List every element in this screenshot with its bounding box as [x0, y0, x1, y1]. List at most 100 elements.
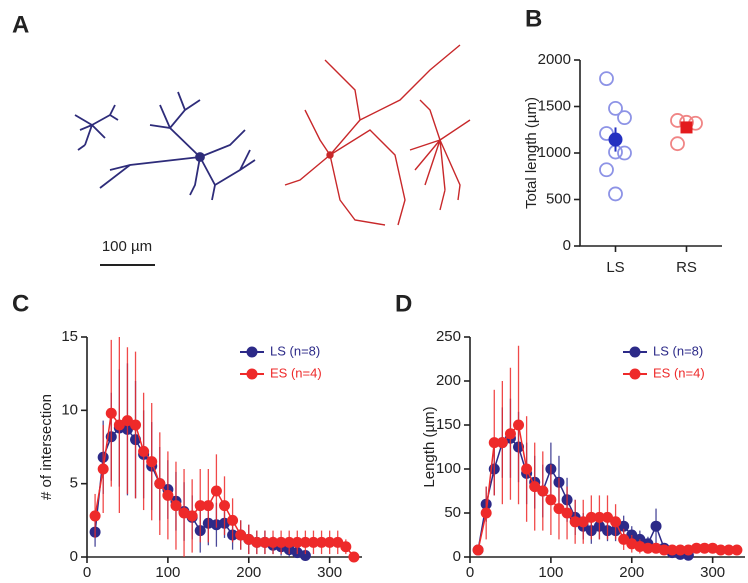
legend-marker	[246, 368, 258, 380]
data-point	[154, 478, 166, 490]
legend-label: LS (n=8)	[653, 343, 703, 358]
panel-letter: D	[395, 290, 412, 317]
legend-marker	[629, 368, 641, 380]
data-point	[472, 544, 484, 556]
panel-letter: A	[12, 11, 29, 38]
data-point	[529, 481, 541, 493]
data-point	[650, 520, 662, 532]
y-tick-label: 50	[444, 504, 461, 521]
x-tick-label: 200	[619, 564, 644, 581]
data-point	[332, 536, 344, 548]
data-point	[267, 536, 279, 548]
data-point	[97, 463, 109, 475]
y-tick-label: 15	[61, 328, 78, 345]
data-point	[690, 542, 702, 554]
y-tick-label: 500	[546, 190, 571, 207]
y-axis-label: # of intersection	[38, 394, 55, 500]
data-point	[227, 514, 239, 526]
data-point	[723, 544, 735, 556]
data-point	[162, 489, 174, 501]
data-point	[316, 536, 328, 548]
y-tick-label: 200	[436, 372, 461, 389]
data-point	[513, 419, 525, 431]
data-point	[202, 500, 214, 512]
data-point	[291, 536, 303, 548]
data-point	[577, 516, 589, 528]
data-point	[219, 500, 230, 512]
x-tick-label: 300	[317, 564, 342, 581]
neuron-red	[284, 44, 471, 226]
legend-label: ES (n=4)	[653, 365, 705, 380]
data-point	[113, 419, 125, 431]
y-tick-label: 10	[61, 401, 78, 418]
data-point	[324, 536, 336, 548]
legend-label: LS (n=8)	[270, 343, 320, 358]
data-point	[658, 544, 670, 556]
y-tick-label: 0	[453, 548, 461, 565]
x-axis-label: Distance to soma (µm)	[149, 581, 300, 583]
data-point	[251, 536, 263, 548]
y-tick-label: 0	[563, 237, 571, 254]
panel-letter: C	[12, 290, 29, 317]
x-tick-label: RS	[676, 259, 697, 276]
x-axis-label: Distance to soma (µm)	[532, 581, 683, 583]
data-point	[670, 136, 685, 152]
x-tick-label: 200	[236, 564, 261, 581]
data-point	[170, 500, 182, 512]
data-point	[235, 529, 247, 541]
y-tick-label: 0	[70, 548, 78, 565]
data-point	[602, 511, 613, 523]
data-point	[593, 511, 605, 523]
mean-marker	[680, 121, 693, 134]
data-point	[699, 542, 711, 554]
y-axis-label: Total length (µm)	[523, 97, 540, 209]
y-tick-label: 5	[70, 475, 78, 492]
x-tick-label: 100	[538, 564, 563, 581]
data-point	[299, 550, 311, 562]
x-tick-label: 0	[83, 564, 91, 581]
data-point	[299, 536, 311, 548]
data-point	[674, 544, 686, 556]
data-point	[283, 536, 295, 548]
data-point	[194, 500, 206, 512]
data-point	[731, 544, 743, 556]
data-point	[307, 536, 319, 548]
data-point	[599, 162, 614, 178]
data-point	[599, 71, 614, 86]
data-point	[618, 520, 630, 532]
data-point	[569, 516, 581, 528]
legend-marker	[629, 346, 641, 358]
data-point	[608, 100, 623, 116]
data-point	[617, 145, 632, 161]
data-point	[521, 463, 533, 475]
data-point	[186, 510, 198, 522]
axis-line	[579, 60, 722, 247]
y-tick-label: 150	[436, 416, 461, 433]
y-axis-label: Length (µm)	[421, 406, 438, 487]
data-point	[715, 544, 727, 556]
data-point	[610, 516, 622, 528]
x-tick-label: 100	[155, 564, 180, 581]
data-point	[348, 551, 360, 563]
data-point	[210, 485, 222, 497]
data-point	[545, 494, 557, 506]
data-point	[642, 542, 654, 554]
neuron-blue	[74, 91, 256, 201]
data-point	[504, 428, 516, 440]
y-tick-label: 250	[436, 328, 461, 345]
data-point	[585, 511, 597, 523]
data-point	[275, 536, 287, 548]
y-tick-label: 1000	[538, 144, 571, 161]
data-point	[666, 544, 678, 556]
x-tick-label: 300	[700, 564, 725, 581]
y-tick-label: 1500	[538, 97, 571, 114]
data-point	[608, 186, 623, 202]
data-point	[561, 507, 573, 519]
y-tick-label: 2000	[538, 51, 571, 68]
legend-marker	[246, 346, 258, 358]
data-point	[130, 419, 142, 431]
x-tick-label: LS	[606, 259, 624, 276]
mean-marker	[608, 132, 623, 147]
data-point	[496, 437, 508, 449]
